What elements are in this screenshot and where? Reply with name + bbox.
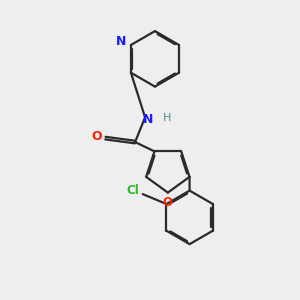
Text: Cl: Cl [126,184,139,196]
Text: O: O [91,130,102,142]
Text: H: H [163,113,171,123]
Text: N: N [143,113,153,126]
Text: N: N [116,34,126,47]
Text: O: O [163,196,173,209]
